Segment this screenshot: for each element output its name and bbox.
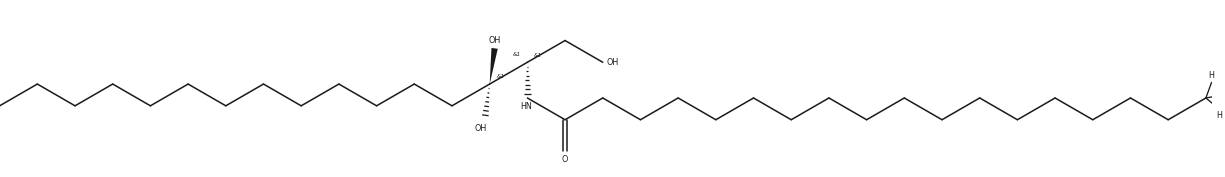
Text: H: H xyxy=(1209,72,1214,81)
Polygon shape xyxy=(490,48,497,84)
Text: O: O xyxy=(562,155,568,164)
Text: &1: &1 xyxy=(496,74,505,79)
Text: H: H xyxy=(1216,111,1223,120)
Text: &1: &1 xyxy=(533,53,541,58)
Text: &1: &1 xyxy=(512,52,521,57)
Text: HN: HN xyxy=(521,102,532,111)
Text: OH: OH xyxy=(474,124,486,133)
Text: OH: OH xyxy=(489,36,501,45)
Text: OH: OH xyxy=(606,58,619,67)
